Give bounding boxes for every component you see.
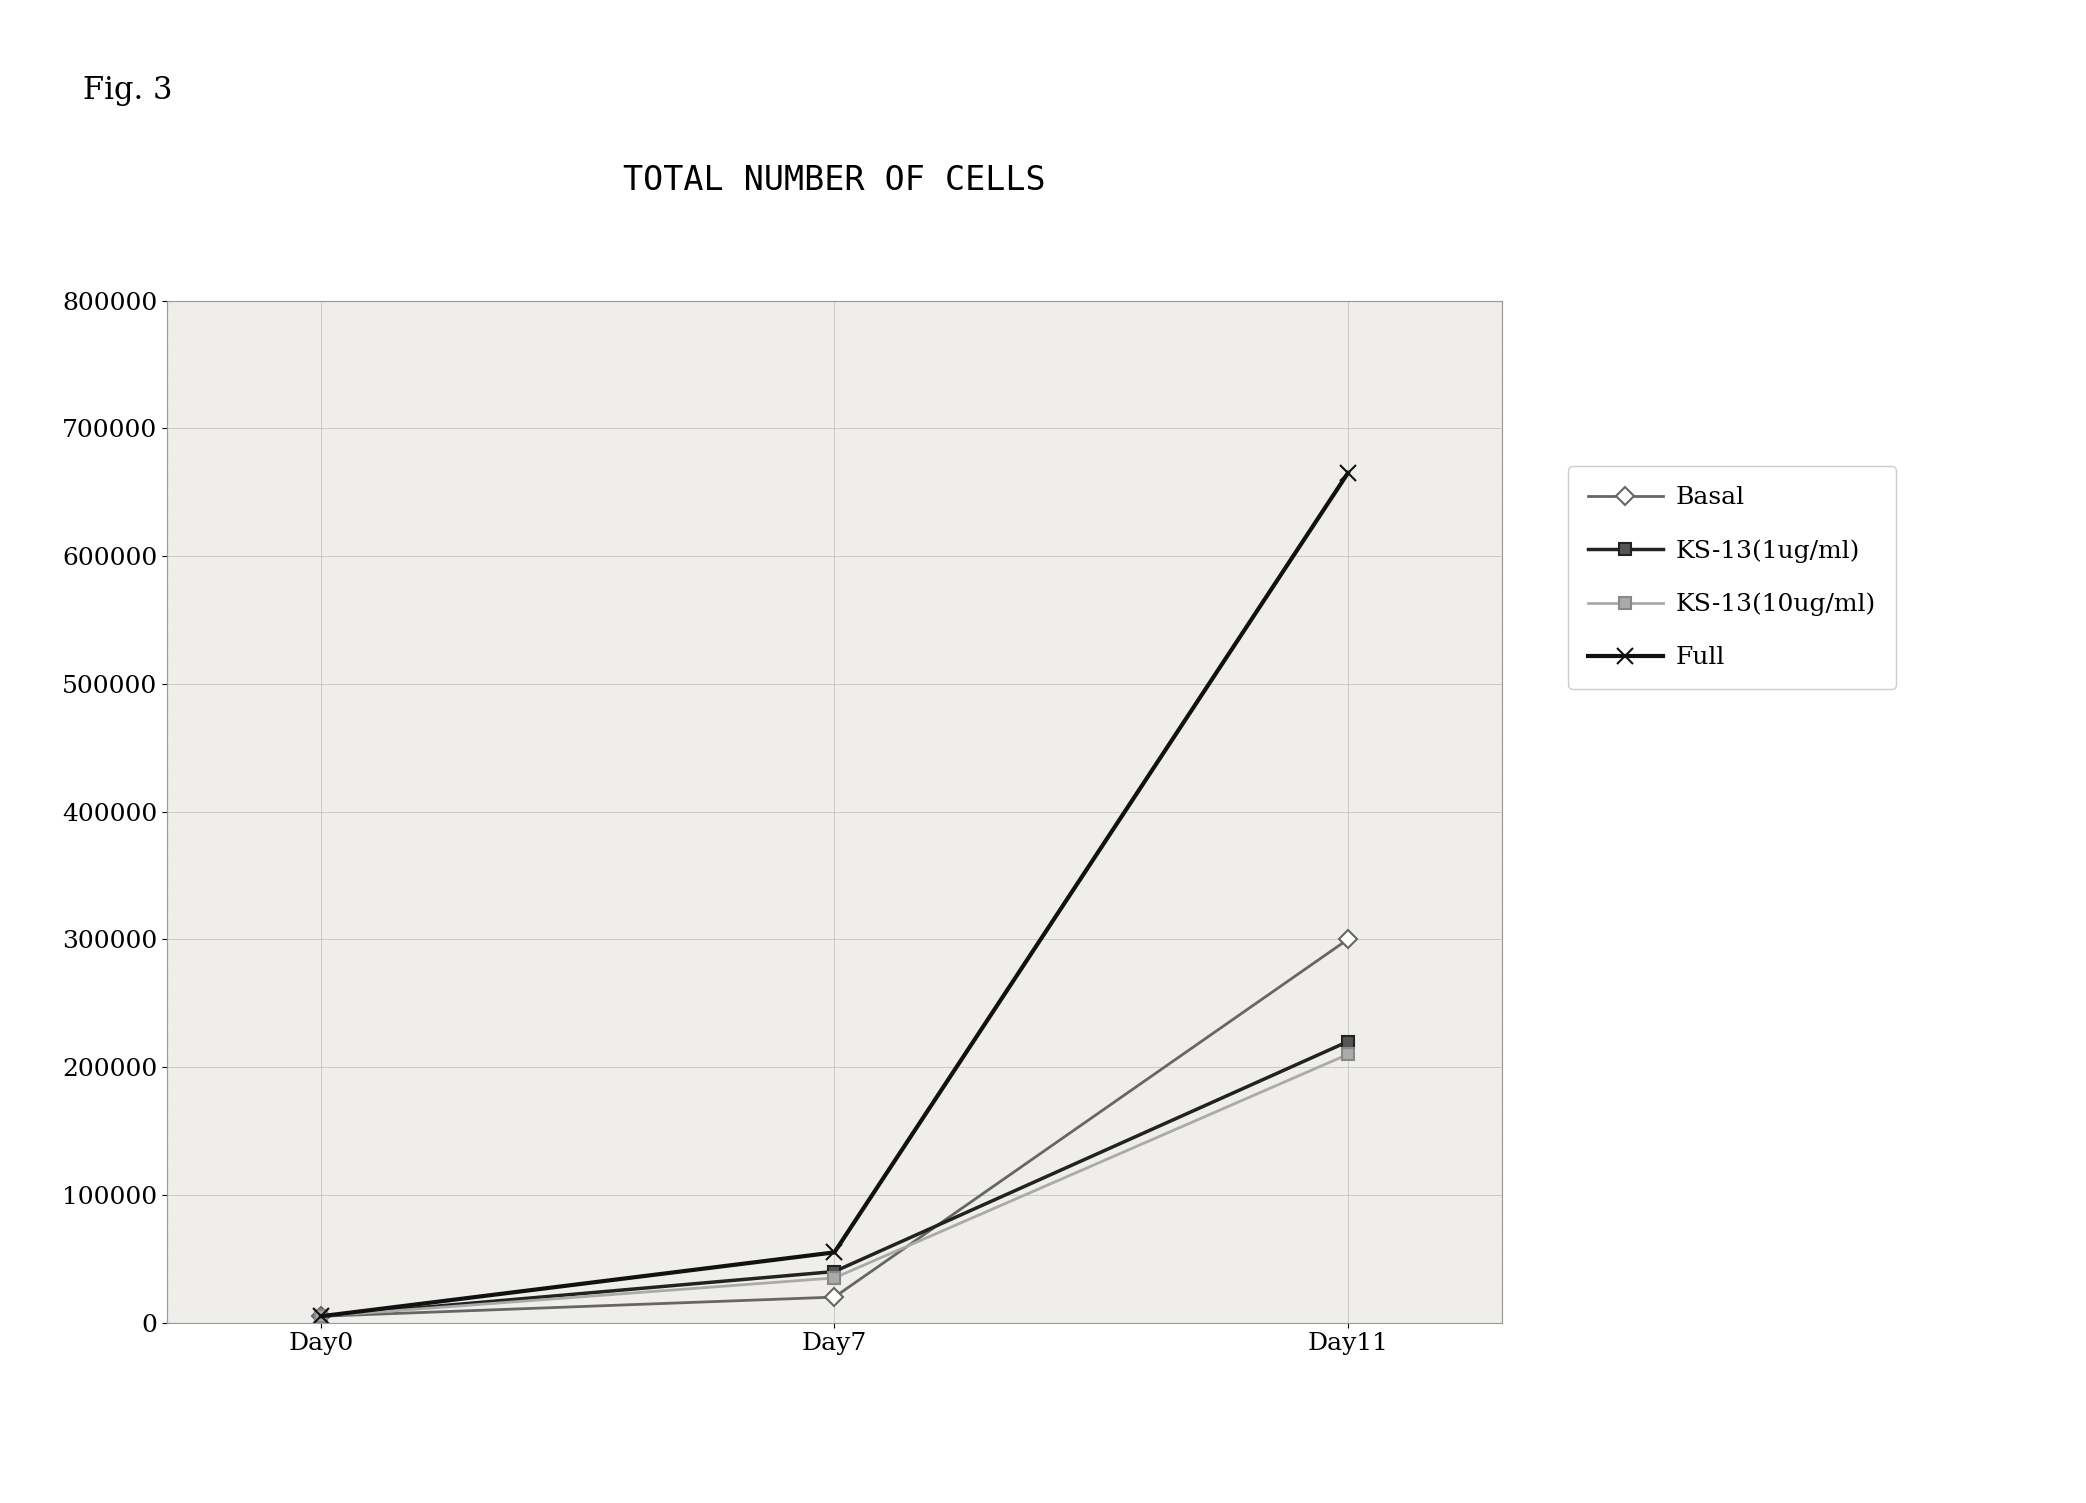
KS-13(10ug/ml) [309,1308,334,1326]
KS-13(10ug/ml) [822,1269,847,1287]
Line: Full: Full [313,464,1356,1324]
KS-13(1ug/ml) [1335,1033,1360,1051]
KS-13(1ug/ml) [309,1308,334,1326]
Full [309,1308,334,1326]
Basal [1335,930,1360,948]
Line: Basal: Basal [315,933,1354,1323]
Line: KS-13(10ug/ml): KS-13(10ug/ml) [315,1048,1354,1323]
KS-13(1ug/ml) [822,1263,847,1281]
Text: Fig. 3: Fig. 3 [83,75,173,107]
Basal [309,1308,334,1326]
Basal [822,1288,847,1306]
Full [1335,464,1360,482]
Legend: Basal, KS-13(1ug/ml), KS-13(10ug/ml), Full: Basal, KS-13(1ug/ml), KS-13(10ug/ml), Fu… [1569,466,1896,690]
Line: KS-13(1ug/ml): KS-13(1ug/ml) [315,1036,1354,1323]
KS-13(10ug/ml) [1335,1046,1360,1064]
Text: TOTAL NUMBER OF CELLS: TOTAL NUMBER OF CELLS [624,164,1045,197]
Full [822,1243,847,1261]
